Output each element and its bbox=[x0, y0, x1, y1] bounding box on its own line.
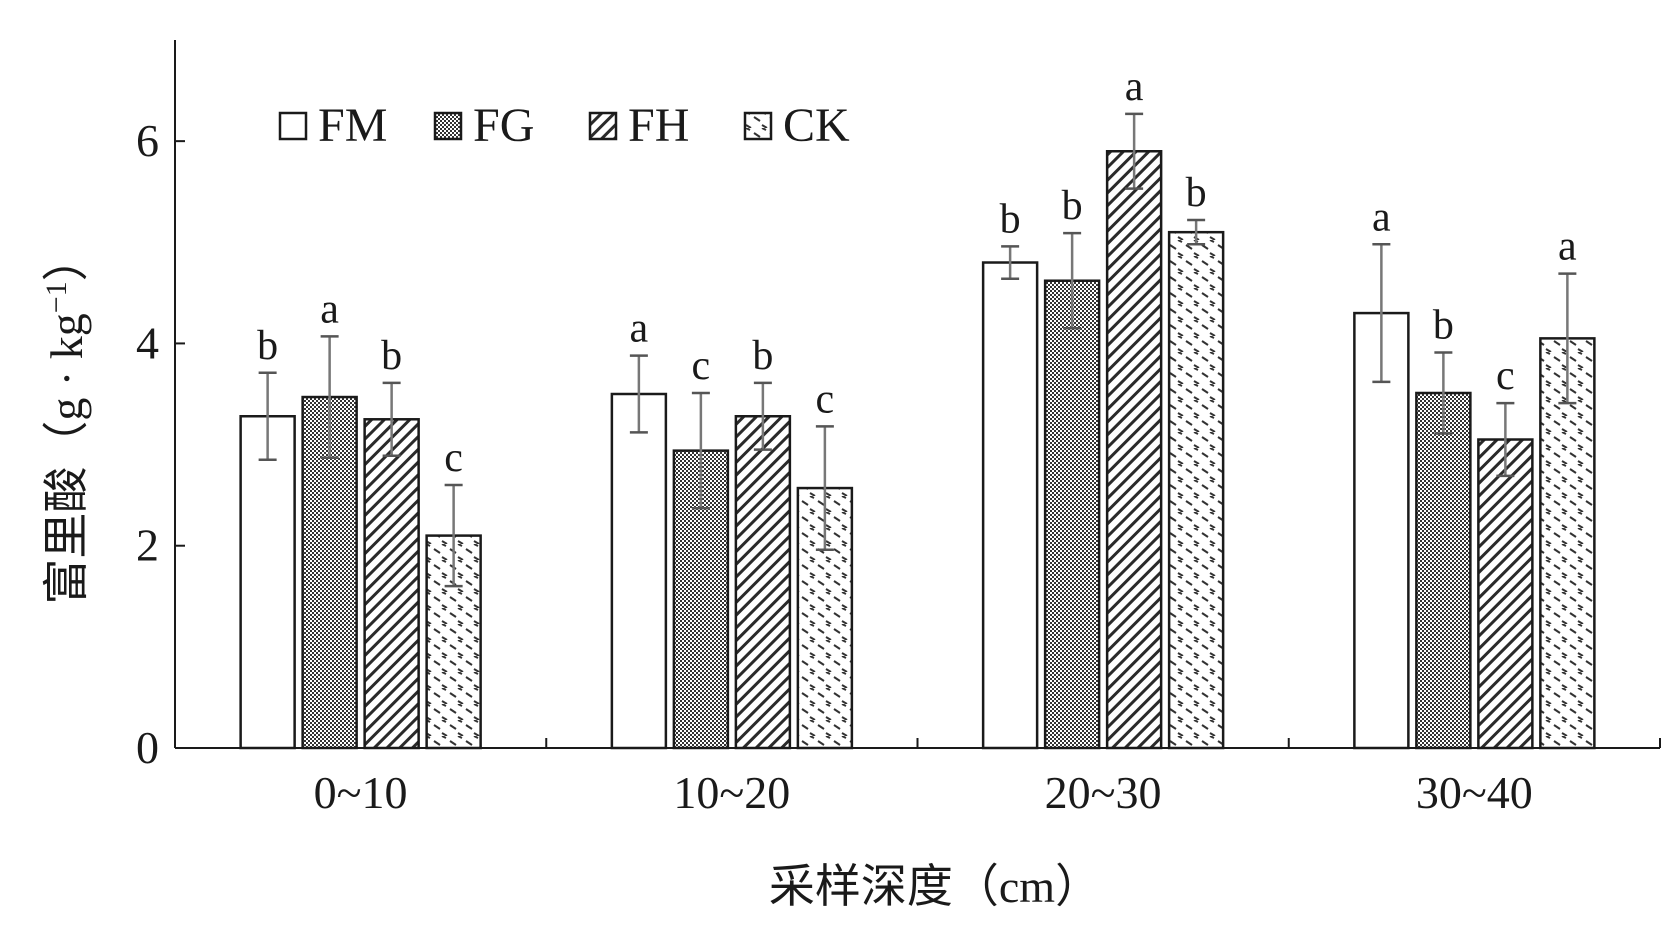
significance-letter: c bbox=[692, 343, 711, 389]
legend-item-ck: CK bbox=[743, 99, 850, 152]
significance-letter: a bbox=[1372, 194, 1391, 240]
y-tick-label: 0 bbox=[136, 722, 159, 773]
legend-item-fg: FG bbox=[433, 99, 534, 152]
significance-letter: a bbox=[1558, 224, 1577, 270]
significance-letter: a bbox=[1125, 64, 1144, 110]
legend-swatch bbox=[433, 111, 463, 141]
significance-letter: c bbox=[1496, 353, 1515, 399]
y-axis-title-main: 富里酸（g · kg bbox=[41, 313, 92, 604]
significance-letter: b bbox=[752, 333, 773, 379]
bar bbox=[1477, 438, 1534, 750]
x-axis-title: 采样深度（cm） bbox=[769, 861, 1101, 912]
bar bbox=[734, 415, 792, 750]
x-ticks: 0~10 10~20 20~30 30~40 bbox=[314, 738, 1661, 818]
legend-label: CK bbox=[783, 99, 850, 152]
legend-label: FM bbox=[318, 99, 387, 152]
legend-swatch bbox=[588, 111, 618, 141]
legend-label: FG bbox=[473, 99, 534, 152]
legend: FM FG FH CK bbox=[278, 99, 850, 152]
significance-letter: c bbox=[816, 376, 835, 422]
significance-letter: a bbox=[320, 286, 339, 332]
bar bbox=[1167, 230, 1225, 750]
significance-letter: b bbox=[381, 333, 402, 379]
legend-item-fh: FH bbox=[588, 99, 689, 152]
bar bbox=[1353, 311, 1410, 750]
x-tick-label: 20~30 bbox=[1045, 767, 1162, 818]
bar bbox=[1043, 279, 1101, 750]
bar bbox=[1105, 150, 1163, 750]
y-axis-title-exp: −1 bbox=[40, 281, 73, 313]
y-tick-label: 4 bbox=[136, 317, 159, 368]
significance-letter: b bbox=[1433, 303, 1454, 349]
legend-item-fm: FM bbox=[278, 99, 387, 152]
bar bbox=[1539, 337, 1596, 750]
bar bbox=[239, 415, 296, 750]
significance-letter: c bbox=[444, 435, 463, 481]
bar bbox=[610, 392, 668, 750]
y-axis-title-suffix: ） bbox=[41, 235, 92, 281]
bar bbox=[981, 261, 1039, 750]
bar bbox=[1415, 391, 1472, 750]
significance-letter: b bbox=[257, 323, 278, 369]
x-tick-label: 30~40 bbox=[1416, 767, 1533, 818]
significance-letter: b bbox=[1062, 183, 1083, 229]
legend-swatch bbox=[278, 111, 308, 141]
x-tick-label: 10~20 bbox=[673, 767, 790, 818]
series-fm: b ab a bbox=[239, 194, 1410, 750]
y-axis-title: 富里酸（g · kg−1） bbox=[40, 235, 92, 604]
y-tick-label: 6 bbox=[136, 115, 159, 166]
significance-letter: b bbox=[1000, 196, 1021, 242]
y-ticks: 0 2 4 6 bbox=[136, 115, 185, 773]
legend-swatch bbox=[743, 111, 773, 141]
bar bbox=[363, 418, 420, 750]
legend-label: FH bbox=[628, 99, 689, 152]
significance-letter: a bbox=[630, 306, 649, 352]
x-tick-label: 0~10 bbox=[314, 767, 408, 818]
significance-letter: b bbox=[1186, 170, 1207, 216]
y-tick-label: 2 bbox=[136, 520, 159, 571]
